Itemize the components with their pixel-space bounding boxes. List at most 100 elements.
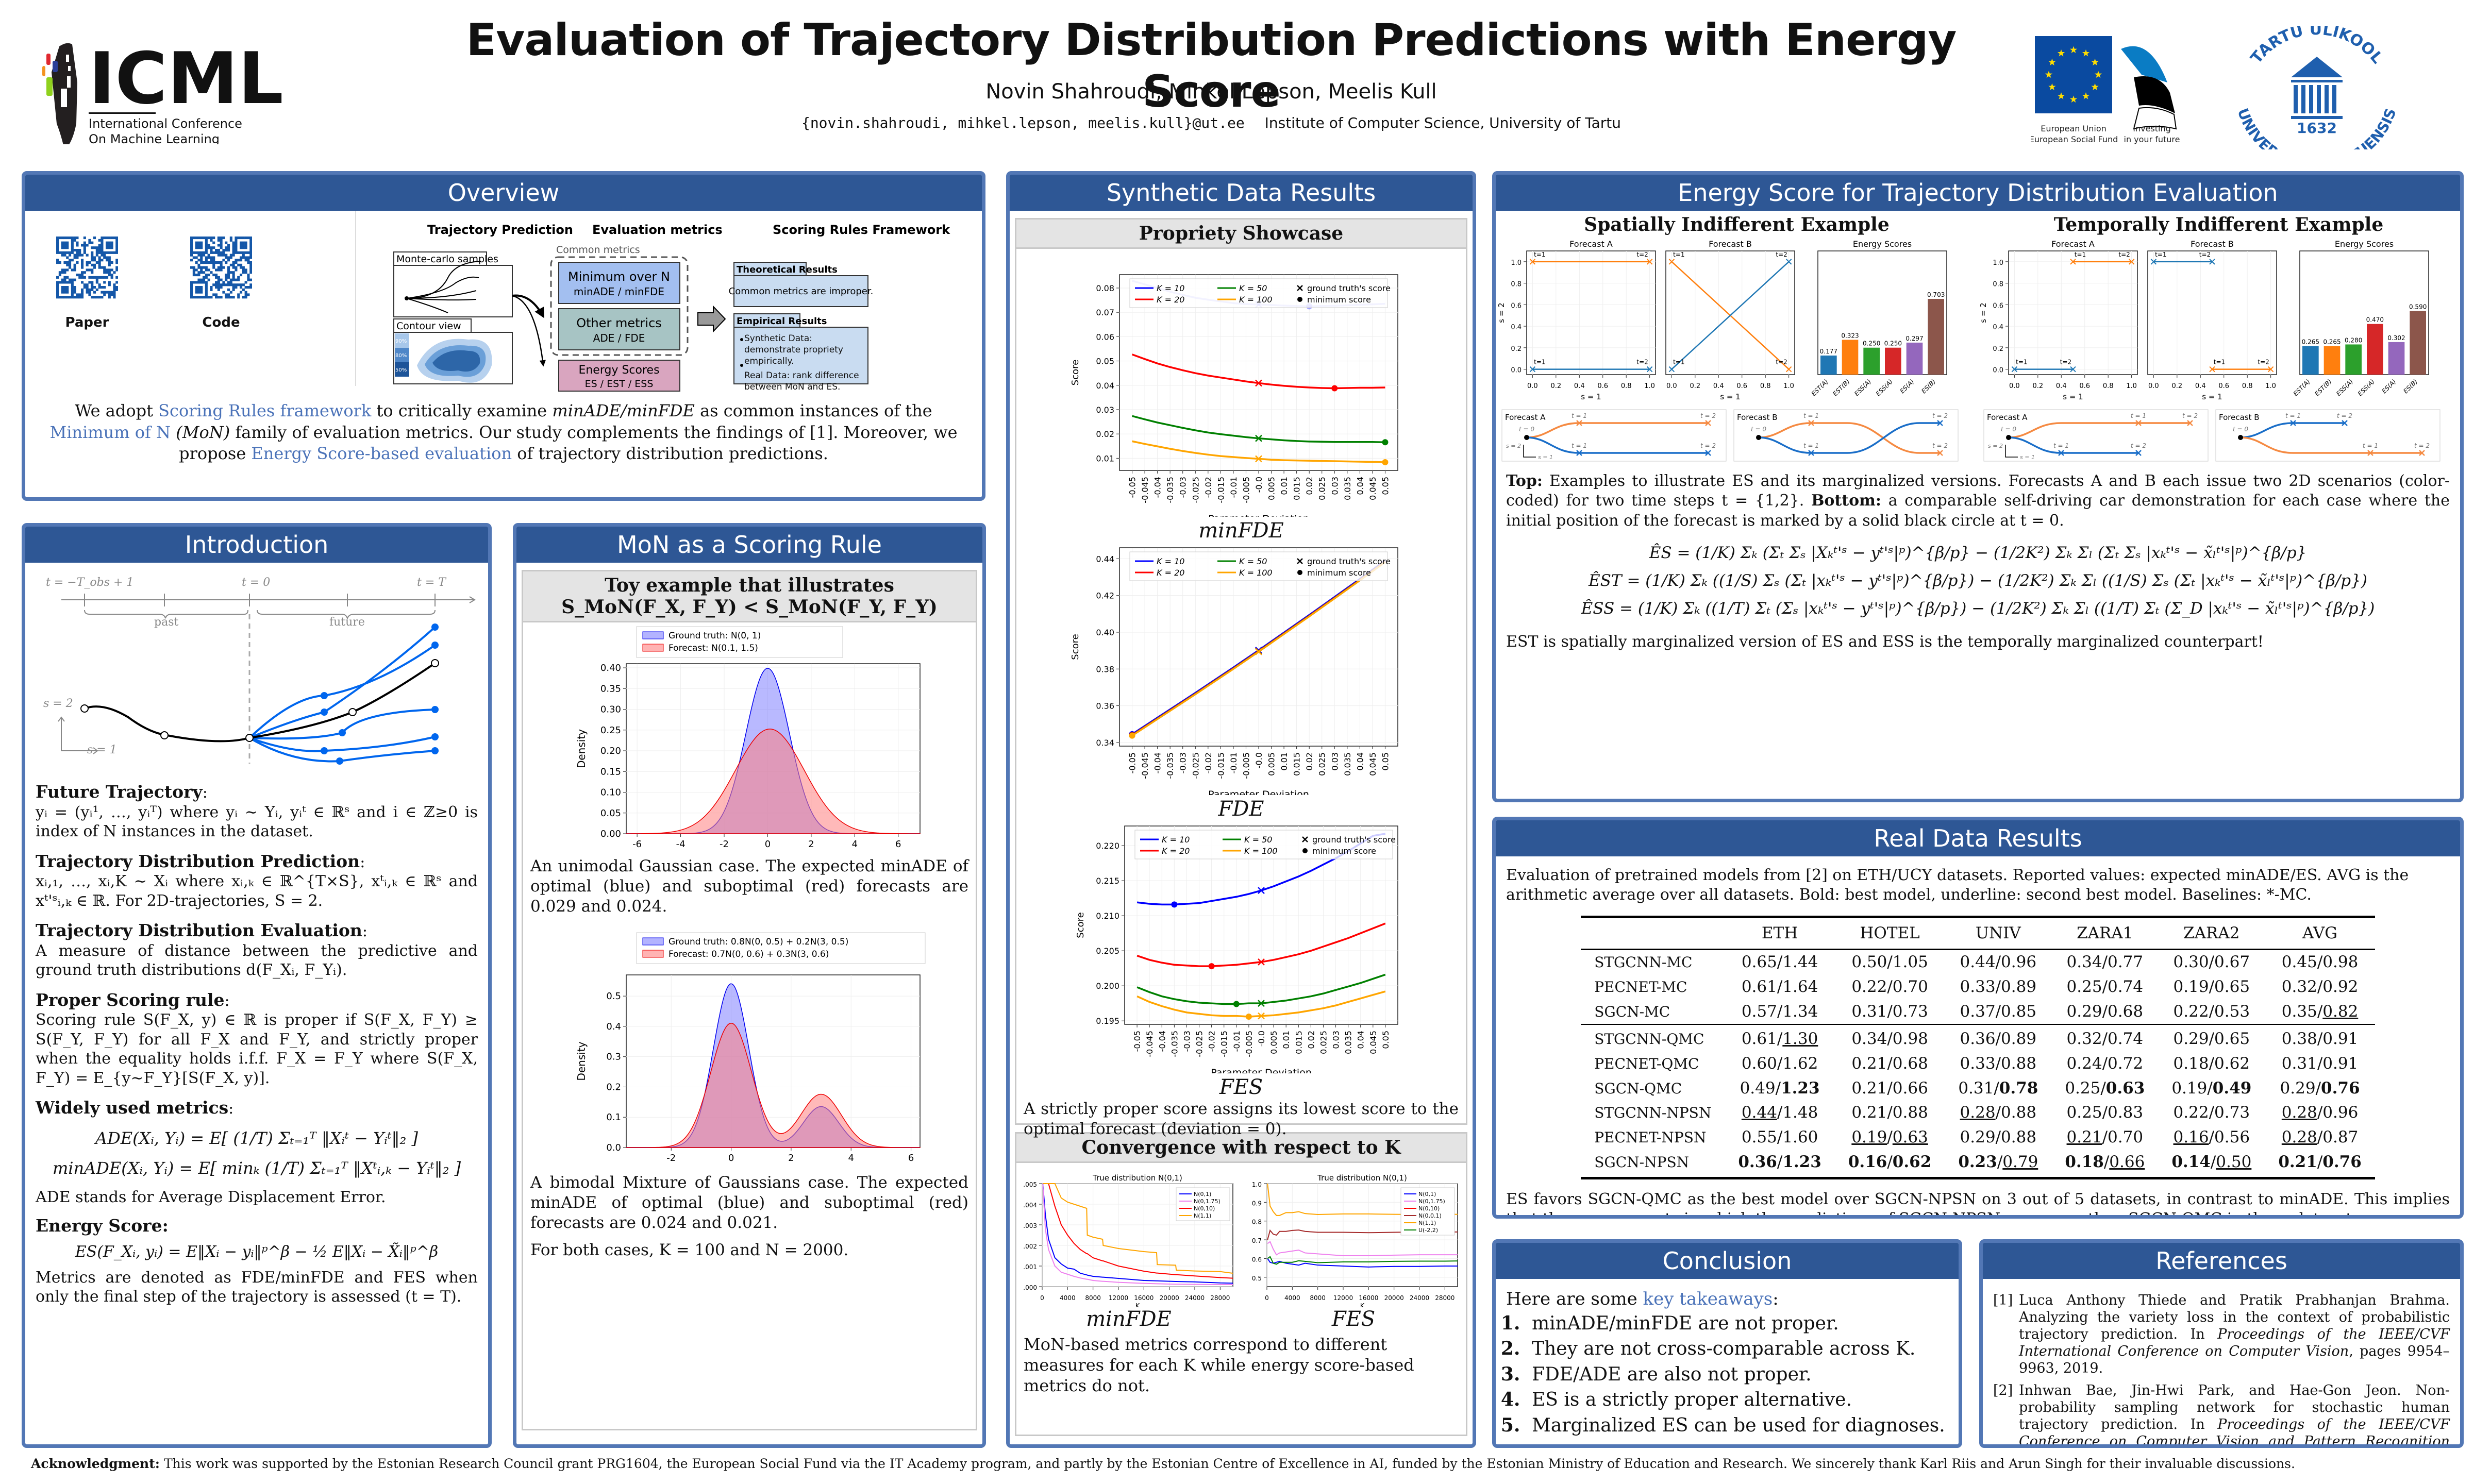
bar-value-label: 0.302	[2387, 334, 2405, 342]
svg-text:t = 0: t = 0	[242, 576, 270, 589]
y-axis-label: Density	[575, 729, 588, 768]
svg-text:past: past	[154, 616, 178, 629]
result-cell: 0.33/0.89	[1960, 977, 2037, 997]
result-cell: 0.61/1.30	[1725, 1024, 1835, 1052]
ade-note: ADE stands for Average Displacement Erro…	[36, 1188, 386, 1206]
acknowledgment: Acknowledgment: This work was supported …	[31, 1456, 2295, 1471]
tick-label: -0.045	[1145, 1031, 1155, 1057]
energy-score-bar	[2302, 346, 2319, 375]
result-cell: 0.28/0.96	[2281, 1103, 2359, 1122]
tick-label: 0.00	[600, 829, 621, 839]
references-title: References	[1983, 1243, 2460, 1279]
tick-label: 6	[895, 839, 901, 850]
time-label: t = 1	[2285, 412, 2301, 419]
tick-label: 0.35	[600, 683, 621, 694]
demo-point	[2419, 450, 2425, 456]
eu-star	[2057, 49, 2065, 57]
subplot-title: Forecast A	[1569, 239, 1613, 249]
fde-propriety-chart: 0.34 0.36 0.38 0.40 0.42 0.44 -0.05 -0.045 -0.04…	[1070, 547, 1398, 800]
real-data-intro: Evaluation of pretrained models from [2]…	[1506, 866, 2409, 904]
forecast-point	[2128, 259, 2135, 265]
time-label: t = 2	[2337, 412, 2352, 419]
time-label: t = 0	[1751, 426, 1766, 433]
future-trajectory: Future Trajectory: yᵢ = (yᵢ¹, …, yᵢᵀ) whe…	[36, 782, 478, 840]
temporal-forecast-plots: 0.0 0.2 0.4 0.6 0.8 1.0 0.0 0.2 0.4 0.6 0.8 1.0 Fore…	[1979, 239, 2429, 401]
tick-label: 0.205	[1096, 946, 1119, 956]
svg-text:Common metrics: Common metrics	[556, 244, 640, 256]
temporal-car-demo: Forecast A t = 1 t = 2 t = 1 t = 2 t = 0 s = 2…	[1983, 409, 2440, 462]
minimum-marker	[1382, 439, 1389, 446]
divider	[355, 211, 356, 386]
takeaway-item: ES is a strictly proper alternative.	[1527, 1387, 1948, 1413]
temporal-example: Temporally Indifferent Example 0.0 0.2 0.4…	[1978, 211, 2460, 466]
result-cell: 0.44/0.96	[1960, 953, 2037, 972]
time-label: t=1	[2016, 359, 2027, 366]
x-axis-label: K	[1360, 1303, 1365, 1307]
authors: Novin Shahroudi, Mihkel Lepson, Meelis K…	[985, 80, 1437, 104]
tick-label: 0.215	[1096, 876, 1119, 886]
bar-plot-area	[1817, 250, 1947, 375]
result-cell: 0.36/0.89	[1945, 1024, 2052, 1052]
table-row: SGCN-MC 0.57/1.34 0.31/0.73 0.37/0.85 0.29/0…	[1581, 1000, 2375, 1025]
demo-title: Forecast A	[1987, 413, 2028, 422]
demo-point	[1937, 420, 1943, 426]
legend-label: K = 20	[1157, 568, 1184, 578]
tick-label: -0.05	[1128, 752, 1138, 773]
result-cell: 0.29/0.76	[2280, 1078, 2360, 1098]
energy-score-bar	[1906, 342, 1923, 375]
minimum-marker	[1233, 1001, 1240, 1007]
tick-label: -0.01	[1229, 752, 1239, 773]
bar-value-label: 0.297	[1905, 335, 1923, 342]
demo-title: Forecast B	[1737, 413, 1778, 422]
tick-label: 0.4	[1511, 324, 1522, 331]
table-row: PECNET-QMC 0.60/1.62 0.21/0.68 0.33/0.88 0.2…	[1581, 1052, 2375, 1076]
tick-label: 0.2	[1511, 345, 1522, 353]
conclusion-title: Conclusion	[1496, 1243, 1959, 1279]
tick-label: -0.01	[1229, 477, 1239, 498]
real-data-panel: Real Data Results Evaluation of pretrain…	[1492, 817, 2464, 1219]
tick-label: 1.0	[2265, 382, 2276, 390]
tick-label: 0.02	[1305, 477, 1314, 495]
qr-paper[interactable]: Paper	[56, 237, 119, 330]
result-cell: 0.45/0.98	[2281, 953, 2359, 972]
forecast-point	[1785, 366, 1792, 373]
tick-label: 0.6	[1252, 1256, 1262, 1263]
axis-label: s = 1	[2020, 454, 2035, 461]
tick-label: 1.0	[1252, 1181, 1262, 1188]
qr-code[interactable]: Code	[190, 237, 253, 330]
takeaways-list: minADE/minFDE are not proper. They are n…	[1527, 1311, 1948, 1439]
svg-text:minADE / minFDE: minADE / minFDE	[574, 285, 664, 298]
tick-label: 0.15	[600, 766, 621, 777]
es-hat-formula: ÊS = (1/K) Σₖ (Σₜ Σₛ |Xₖᵗ'ˢ − yᵗ'ˢ|ᵖ)^{β…	[1649, 544, 2307, 563]
tick-label: 0.40	[1096, 628, 1114, 637]
energy-score-bar	[2323, 346, 2341, 375]
svg-text:On Machine Learning: On Machine Learning	[89, 132, 220, 144]
tick-label: 0.2	[2171, 382, 2182, 390]
energy-score-panel: Energy Score for Trajectory Distribution…	[1492, 171, 2464, 802]
result-cell: 0.21/0.66	[1851, 1078, 1928, 1098]
minade-formula: minADE(Xᵢ, Yᵢ) = E[ minₖ (1/T) Σₜ₌₁ᵀ ‖Xᵗ…	[52, 1158, 461, 1178]
tick-label: 0.0	[2009, 382, 2020, 390]
model-name: STGCNN-QMC	[1581, 1024, 1725, 1052]
svg-text:Investing: Investing	[2133, 124, 2171, 133]
tick-label: 0.05	[1096, 357, 1114, 366]
tick-label: 20000	[1384, 1294, 1404, 1302]
density-curve	[626, 1023, 921, 1148]
legend-label: K = 50	[1239, 283, 1267, 293]
result-cell: 0.24/0.72	[2066, 1054, 2144, 1073]
tick-label: -2	[720, 839, 729, 850]
tick-label: 0.7	[1252, 1237, 1262, 1244]
ground-truth-marker	[1255, 648, 1262, 655]
result-cell: 0.31/0.91	[2281, 1054, 2359, 1073]
result-cell: 0.22/0.73	[2173, 1103, 2250, 1122]
legend-swatch	[642, 644, 664, 652]
tick-label: 0.8	[2242, 382, 2253, 390]
table-row: STGCNN-NPSN 0.44/1.48 0.21/0.88 0.28/0.88 0.…	[1581, 1101, 2375, 1125]
es-formula: ES(F_Xᵢ, yᵢ) = E‖Xᵢ − yᵢ‖ᵖ^β − ½ E‖Xᵢ − …	[75, 1243, 439, 1261]
time-label: t=1	[2214, 359, 2225, 366]
tick-label: 8000	[1310, 1294, 1326, 1302]
result-cell: 0.31/0.73	[1851, 1002, 1928, 1021]
result-cell: 0.29/0.68	[2066, 1002, 2144, 1021]
tick-label: -0.02	[1203, 752, 1213, 773]
time-label: t=2	[1776, 251, 1787, 258]
